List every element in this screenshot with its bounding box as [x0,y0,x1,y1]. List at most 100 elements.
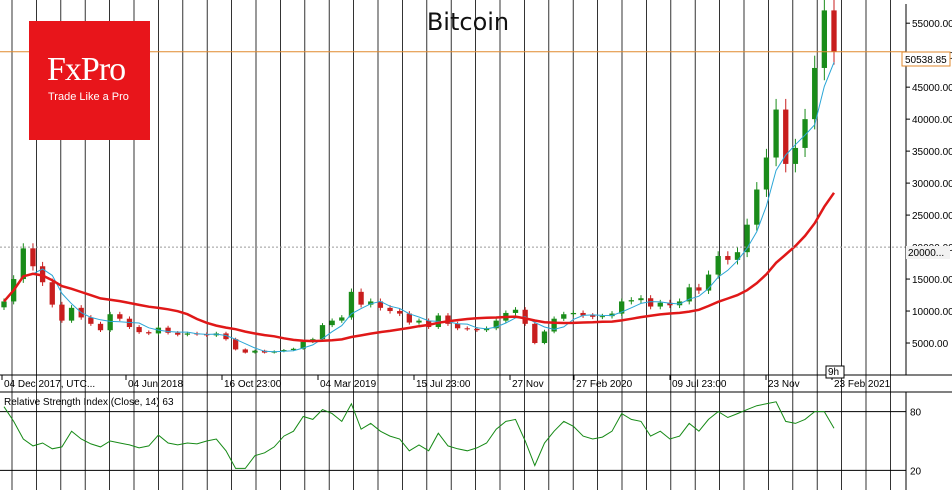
price-candle [117,311,123,321]
price-candle [792,138,799,173]
price-candle [812,55,818,130]
candle-body [725,256,731,260]
fxpro-logo: FxPro Trade Like a Pro [29,21,150,140]
logo-tagline: Trade Like a Pro [48,91,129,103]
candle-body [676,301,683,306]
candle-body [541,331,548,344]
candle-body [705,274,712,291]
price-candle [49,278,55,308]
price-candle [763,148,770,197]
candle-body [348,291,355,318]
time-label: 09 Jul 23:00 [672,379,727,390]
price-tick-label: 30000.00 [912,179,952,190]
candle-body [136,327,142,333]
price-candle [734,247,741,265]
candle-body [647,298,654,307]
candle-body [657,302,663,307]
price-candle [493,318,499,331]
time-label: 27 Feb 2020 [576,379,633,390]
price-candle [821,0,828,81]
price-candles [1,0,837,354]
candle-body [184,333,191,335]
candle-body [416,320,422,323]
candle-body [20,248,26,280]
candle-body [590,315,596,317]
candle-body [252,350,258,353]
price-candle [802,108,808,158]
price-candle [599,313,606,320]
price-candle [97,321,104,333]
price-candle [368,298,374,308]
price-candle [715,251,721,279]
candle-body [49,282,55,305]
time-label: 23 Feb 2021 [834,379,891,390]
candle-body [802,119,808,148]
price-candle [541,329,548,345]
price-candle [512,307,519,316]
candle-body [358,291,364,305]
price-candle [532,321,538,345]
price-tick-label: 55000.00 [912,19,952,30]
price-candle [68,305,75,323]
price-candle [831,0,837,65]
candle-body [512,309,519,313]
time-label: 04 Mar 2019 [320,379,377,390]
candle-body [667,302,673,306]
candle-body [300,341,306,349]
candle-body [792,147,799,164]
price-candle [165,325,171,335]
price-candle [609,311,615,319]
price-candle [464,326,470,331]
price-candle [59,301,65,323]
candle-body [551,318,557,332]
time-label: 16 Oct 23:00 [224,379,282,390]
price-candle [783,98,789,173]
price-candle [377,298,384,311]
candle-body [744,224,750,253]
price-tick-label: 5000.00 [912,339,949,350]
price-candle [281,349,287,353]
candle-body [30,248,36,267]
price-candle [319,323,326,341]
rsi-title: Relative Strength Index (Close, 14) 63 [4,397,174,408]
price-candle [416,318,422,325]
rsi-tick-80: 80 [910,408,922,419]
price-candle [551,316,557,334]
price-candle [329,318,335,328]
candle-body [821,10,828,68]
price-candle [686,283,692,305]
candle-body [454,323,461,329]
price-candle [445,313,451,326]
candle-body [117,314,123,319]
candle-body [406,313,413,323]
candle-body [165,327,171,333]
candle-body [368,301,374,305]
candle-body [763,157,770,190]
price-candle [242,348,248,354]
candle-body [281,350,287,352]
candle-body [715,256,721,275]
candle-body [773,109,779,158]
level-label: 20000... [908,248,944,259]
price-candle [705,270,712,294]
price-candle [647,295,654,310]
candle-body [397,311,403,314]
candle-body [97,323,104,331]
time-label: 04 Dec 2017, UTC... [4,379,95,390]
price-candle [638,295,644,304]
price-candle [136,325,142,334]
price-tick-label: 15000.00 [912,275,952,286]
fast-moving-average-line [3,62,835,353]
time-label: 15 Jul 23:00 [416,379,471,390]
candle-body [754,189,760,225]
candle-body [532,323,538,344]
price-candle [561,311,567,321]
cursor-time-box [825,365,845,379]
candle-body [242,349,248,353]
price-axis-ticks: 5000.0010000.0015000.0020000.0025000.003… [906,19,952,350]
candle-body [609,313,615,317]
candle-body [146,332,152,334]
price-candle [744,218,750,258]
current-price-box [901,51,951,67]
candle-body [734,252,741,260]
